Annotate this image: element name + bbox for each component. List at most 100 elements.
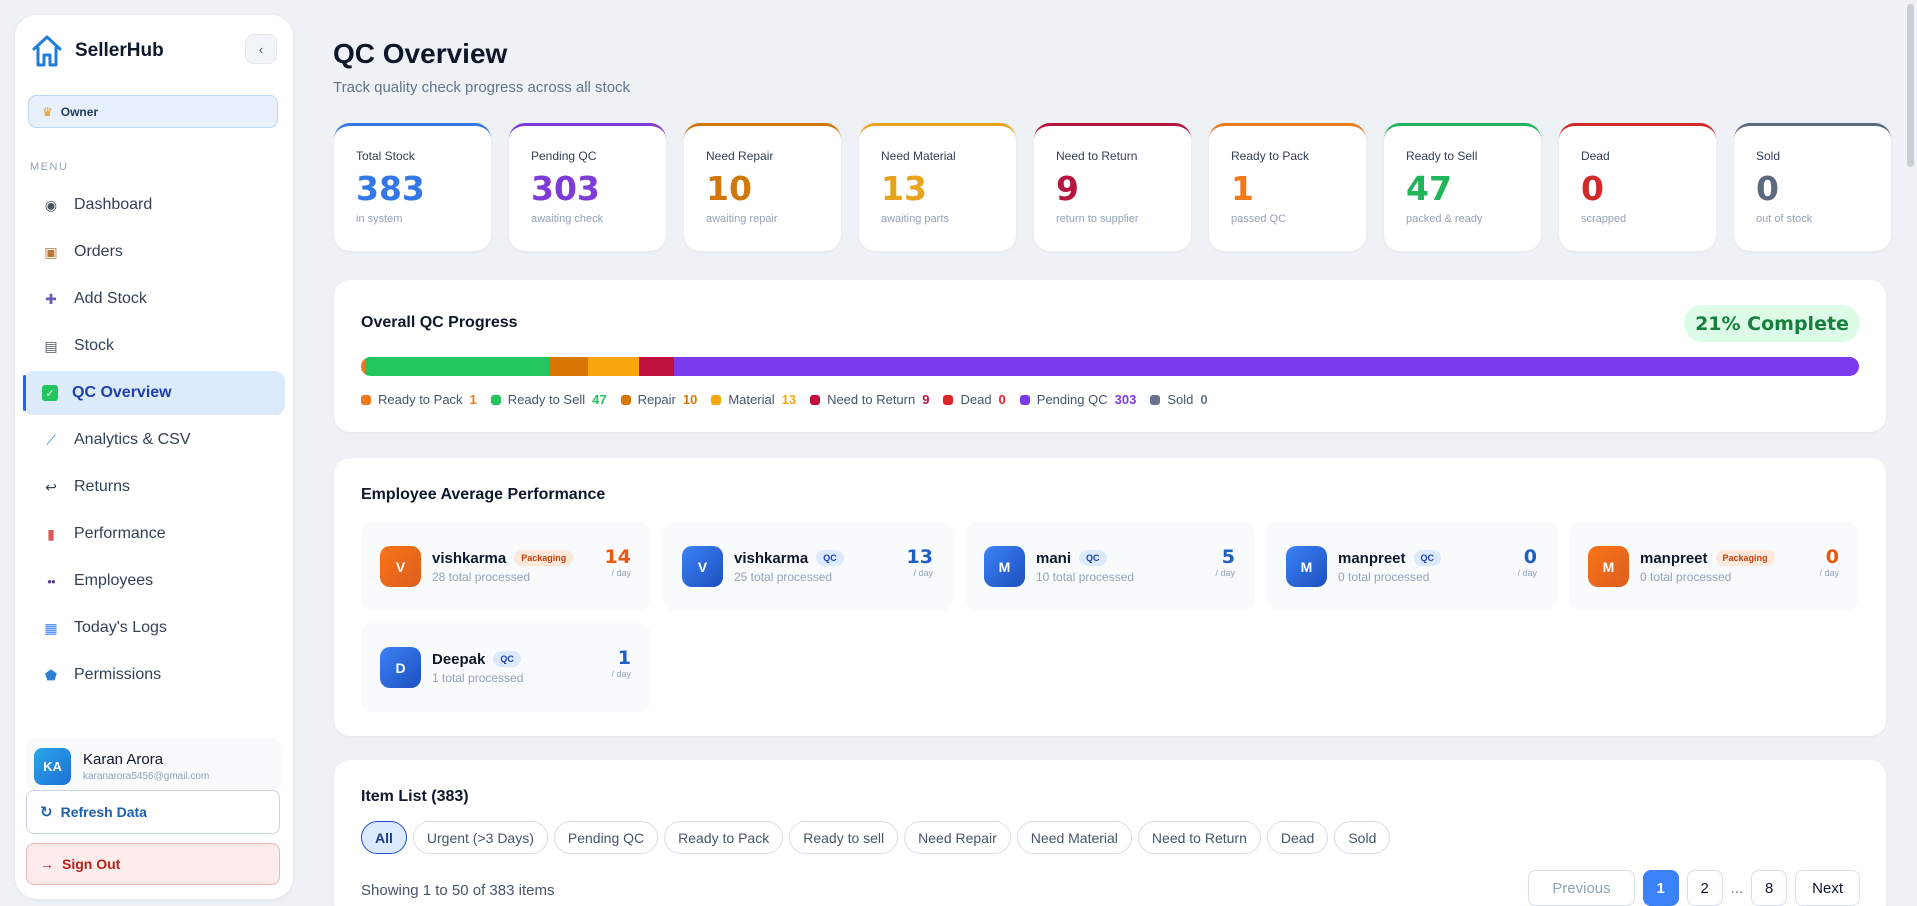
sidebar-item-label: Orders: [74, 243, 123, 260]
sidebar-nav: ◉ Dashboard ▣ Orders ✚ Add Stock ▤ Stock ✓ QC Ove…: [23, 183, 285, 700]
sidebar-item-analytics-csv[interactable]: ⟋ Analytics & CSV: [23, 418, 285, 462]
employee-rate-value: 13: [906, 546, 933, 568]
previous-page-button[interactable]: Previous: [1528, 870, 1635, 906]
sidebar-item-orders[interactable]: ▣ Orders: [23, 230, 285, 274]
role-label: Owner: [60, 104, 99, 119]
stat-card-sold[interactable]: Sold 0 out of stock: [1734, 123, 1891, 251]
progress-segment-material: [587, 357, 639, 376]
avatar: KA: [34, 747, 71, 785]
employee-rate-value: 0: [1825, 546, 1839, 568]
stat-caption: awaiting parts: [881, 213, 949, 225]
stat-card-need-repair[interactable]: Need Repair 10 awaiting repair: [684, 123, 841, 251]
page-button-last[interactable]: 8: [1751, 870, 1788, 906]
filter-chip-all[interactable]: All: [361, 821, 407, 854]
employee-name: Deepak: [432, 650, 486, 668]
stat-caption: passed QC: [1231, 213, 1287, 225]
employee-rate: 0/ day: [1819, 546, 1839, 578]
legend-item-ready-to-pack: Ready to Pack 1: [361, 392, 477, 407]
sidebar-item-label: Employees: [74, 572, 154, 589]
page-button-2[interactable]: 2: [1686, 870, 1723, 906]
filter-chip-need-to-return[interactable]: Need to Return: [1137, 821, 1261, 854]
sidebar-item-performance[interactable]: ▮ Performance: [23, 512, 285, 556]
sidebar-item-employees[interactable]: ●● Employees: [23, 559, 285, 603]
sidebar-item-add-stock[interactable]: ✚ Add Stock: [23, 277, 285, 321]
sidebar-item-dashboard[interactable]: ◉ Dashboard: [23, 183, 285, 227]
refresh-label: Refresh Data: [60, 804, 147, 820]
legend-value: 1: [469, 392, 477, 407]
sidebar-item-today-s-logs[interactable]: ▦ Today's Logs: [23, 606, 285, 650]
employee-rate-unit: / day: [1517, 568, 1537, 578]
stat-card-total-stock[interactable]: Total Stock 383 in system: [334, 123, 491, 251]
stat-label: Need Repair: [706, 149, 774, 163]
brand[interactable]: SellerHub: [31, 33, 164, 69]
sidebar-item-permissions[interactable]: ⬟ Permissions: [23, 653, 285, 697]
employee-avatar: M: [1286, 546, 1327, 587]
stat-card-ready-to-sell[interactable]: Ready to Sell 47 packed & ready: [1384, 123, 1541, 251]
legend-value: 47: [592, 392, 607, 407]
stat-value: 13: [881, 169, 927, 208]
crown-icon: ♛: [42, 104, 53, 119]
menu-section-label: MENU: [30, 161, 69, 173]
filter-chip-sold[interactable]: Sold: [1334, 821, 1391, 854]
stat-value: 47: [1406, 169, 1452, 208]
user-card[interactable]: KA Karan Arora karanarora5456@gmail.com: [27, 738, 281, 794]
employee-role-tag: QC: [816, 550, 844, 566]
stat-label: Pending QC: [531, 149, 597, 163]
employee-role-tag: Packaging: [1715, 550, 1775, 566]
filter-chip-need-material[interactable]: Need Material: [1016, 821, 1132, 854]
legend-value: 13: [781, 392, 797, 407]
sidebar-item-returns[interactable]: ↩ Returns: [23, 465, 285, 509]
page-button-1[interactable]: 1: [1642, 870, 1679, 906]
employee-processed-count: 0 total processed: [1338, 569, 1430, 584]
legend-item-repair: Repair 10: [620, 392, 698, 407]
filter-chip-ready-to-sell[interactable]: Ready to sell: [789, 821, 899, 854]
completion-badge: 21% Complete: [1684, 305, 1860, 342]
employee-role-tag: QC: [1413, 550, 1442, 566]
filter-chip-dead[interactable]: Dead: [1266, 821, 1329, 854]
employee-avatar: M: [1588, 546, 1629, 587]
employee-avatar: V: [380, 546, 421, 587]
filter-chip-urgent-3-days[interactable]: Urgent (>3 Days): [412, 821, 548, 854]
legend-item-need-to-return: Need to Return 9: [810, 392, 929, 407]
stat-value: 9: [1056, 169, 1079, 208]
legend-value: 10: [682, 392, 698, 407]
next-page-button[interactable]: Next: [1795, 870, 1860, 906]
page-title: QC Overview: [333, 38, 508, 69]
legend-item-material: Material 13: [711, 392, 796, 407]
filter-chip-pending-qc[interactable]: Pending QC: [553, 821, 659, 854]
sidebar-item-qc-overview[interactable]: ✓ QC Overview: [23, 371, 285, 415]
legend-swatch: [810, 394, 821, 405]
chart-icon: ⟋: [46, 431, 56, 448]
stat-card-need-to-return[interactable]: Need to Return 9 return to supplier: [1034, 123, 1191, 251]
showing-count: Showing 1 to 50 of 383 items: [361, 882, 555, 899]
progress-segment-ready-to-pack: [361, 357, 365, 376]
employee-info: Deepak QC 1 total processed: [432, 651, 523, 685]
legend-item-pending-qc: Pending QC 303: [1019, 392, 1136, 407]
legend-swatch: [620, 394, 631, 405]
filter-chip-need-repair[interactable]: Need Repair: [904, 821, 1011, 854]
employee-card[interactable]: D Deepak QC 1 total processed 1/ day: [361, 623, 651, 712]
sidebar-item-label: Today's Logs: [74, 619, 167, 636]
stat-card-need-material[interactable]: Need Material 13 awaiting parts: [859, 123, 1016, 251]
stat-label: Total Stock: [356, 149, 415, 163]
stat-card-dead[interactable]: Dead 0 scrapped: [1559, 123, 1716, 251]
filter-chip-ready-to-pack[interactable]: Ready to Pack: [664, 821, 784, 854]
refresh-data-button[interactable]: ↻ Refresh Data: [26, 790, 280, 834]
employee-name-row: manpreet QC: [1338, 550, 1442, 567]
sidebar-item-label: Performance: [74, 525, 166, 542]
qc-progress-bar: [361, 357, 1859, 376]
scrollbar-thumb[interactable]: [1907, 4, 1914, 167]
legend-label: Sold: [1167, 392, 1194, 407]
sidebar-item-stock[interactable]: ▤ Stock: [23, 324, 285, 368]
collapse-sidebar-button[interactable]: ‹: [245, 34, 277, 64]
sign-out-button[interactable]: → Sign Out: [26, 843, 280, 885]
stat-card-ready-to-pack[interactable]: Ready to Pack 1 passed QC: [1209, 123, 1366, 251]
stat-card-pending-qc[interactable]: Pending QC 303 awaiting check: [509, 123, 666, 251]
legend-label: Ready to Pack: [378, 392, 463, 407]
refresh-icon: ↻: [40, 804, 53, 821]
